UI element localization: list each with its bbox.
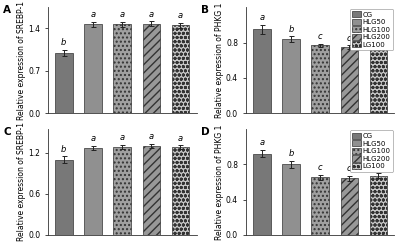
- Bar: [370, 48, 387, 113]
- Text: a: a: [120, 10, 125, 19]
- Text: B: B: [201, 5, 209, 15]
- Bar: [142, 24, 160, 113]
- Y-axis label: Relative expression of SREBP-1: Relative expression of SREBP-1: [17, 123, 26, 241]
- Bar: [282, 164, 300, 235]
- Bar: [370, 176, 387, 235]
- Text: c: c: [347, 164, 352, 173]
- Bar: [142, 146, 160, 235]
- Text: a: a: [178, 134, 183, 143]
- Legend: CG, HLG50, HLG100, HLG200, LG100: CG, HLG50, HLG100, HLG200, LG100: [350, 9, 393, 50]
- Text: b: b: [61, 145, 66, 154]
- Text: a: a: [149, 132, 154, 141]
- Text: c: c: [318, 163, 322, 172]
- Text: c: c: [318, 32, 322, 41]
- Bar: [253, 154, 270, 235]
- Text: a: a: [259, 13, 264, 22]
- Bar: [84, 24, 102, 113]
- Text: b: b: [61, 38, 66, 47]
- Bar: [114, 24, 131, 113]
- Bar: [340, 47, 358, 113]
- Legend: CG, HLG50, HLG100, HLG200, LG100: CG, HLG50, HLG100, HLG200, LG100: [350, 130, 393, 172]
- Bar: [172, 25, 189, 113]
- Bar: [311, 45, 329, 113]
- Text: b: b: [288, 25, 294, 34]
- Text: c: c: [376, 161, 381, 170]
- Text: a: a: [178, 11, 183, 20]
- Text: a: a: [120, 133, 125, 142]
- Bar: [340, 178, 358, 235]
- Text: a: a: [90, 134, 96, 143]
- Text: c: c: [347, 34, 352, 43]
- Text: a: a: [259, 138, 264, 147]
- Bar: [253, 29, 270, 113]
- Y-axis label: Relative expression of SREBP-1: Relative expression of SREBP-1: [17, 1, 26, 120]
- Text: c: c: [376, 34, 381, 44]
- Bar: [172, 147, 189, 235]
- Y-axis label: Relative expression of PHKG 1: Relative expression of PHKG 1: [215, 124, 224, 240]
- Bar: [84, 148, 102, 235]
- Text: a: a: [149, 10, 154, 18]
- Text: D: D: [201, 127, 210, 137]
- Bar: [114, 147, 131, 235]
- Bar: [55, 53, 73, 113]
- Bar: [311, 178, 329, 235]
- Bar: [282, 39, 300, 113]
- Text: b: b: [288, 149, 294, 158]
- Text: A: A: [3, 5, 11, 15]
- Y-axis label: Relative expression of PHKG 1: Relative expression of PHKG 1: [215, 3, 224, 118]
- Text: C: C: [3, 127, 11, 137]
- Text: a: a: [90, 10, 96, 19]
- Bar: [55, 160, 73, 235]
